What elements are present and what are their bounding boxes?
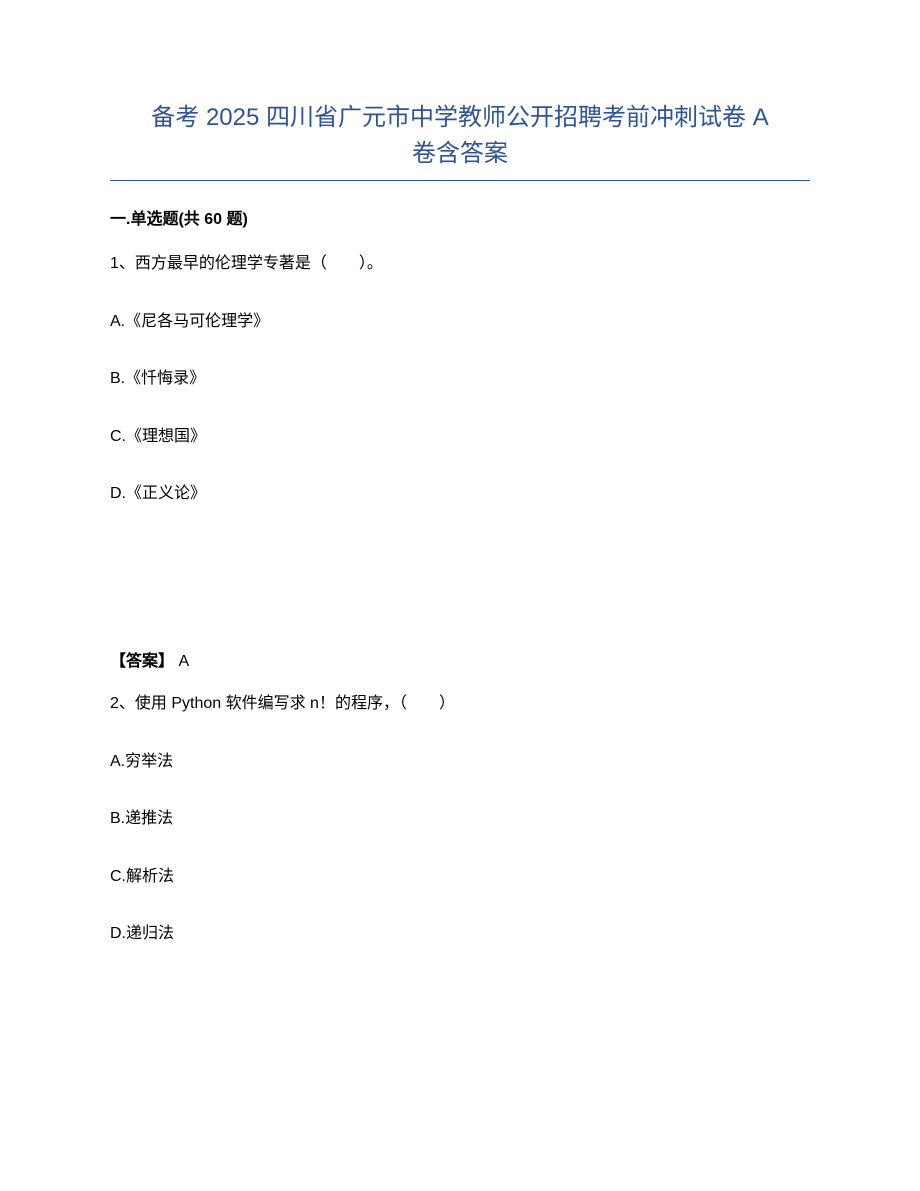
question-1-text: 1、西方最早的伦理学专著是（ ）。 bbox=[110, 251, 810, 277]
question-2-option-a: A.穷举法 bbox=[110, 749, 810, 775]
question-2-option-d: D.递归法 bbox=[110, 921, 810, 947]
question-1-answer: 【答案】 A bbox=[110, 647, 810, 671]
document-title: 备考 2025 四川省广元市中学教师公开招聘考前冲刺试卷 A 卷含答案 bbox=[110, 100, 810, 172]
question-1-option-b: B.《忏悔录》 bbox=[110, 366, 810, 392]
question-2-stem: 使用 Python 软件编写求 n！的程序，（ ） bbox=[135, 695, 455, 712]
question-2-number: 2、 bbox=[110, 695, 135, 712]
question-2-option-b: B.递推法 bbox=[110, 806, 810, 832]
question-1-number: 1、 bbox=[110, 255, 135, 272]
question-2-text: 2、使用 Python 软件编写求 n！的程序，（ ） bbox=[110, 691, 810, 717]
title-line-1: 备考 2025 四川省广元市中学教师公开招聘考前冲刺试卷 A bbox=[151, 104, 768, 131]
answer-label: 【答案】 bbox=[110, 653, 174, 670]
title-divider bbox=[110, 180, 810, 181]
question-2-option-c: C.解析法 bbox=[110, 864, 810, 890]
answer-value: A bbox=[174, 653, 189, 670]
question-1-option-d: D.《正义论》 bbox=[110, 481, 810, 507]
question-1-option-a: A.《尼各马可伦理学》 bbox=[110, 309, 810, 335]
question-1-option-c: C.《理想国》 bbox=[110, 424, 810, 450]
question-1-stem: 西方最早的伦理学专著是（ ）。 bbox=[135, 255, 383, 272]
section-header: 一.单选题(共 60 题) bbox=[110, 205, 810, 229]
title-line-2: 卷含答案 bbox=[412, 140, 508, 167]
